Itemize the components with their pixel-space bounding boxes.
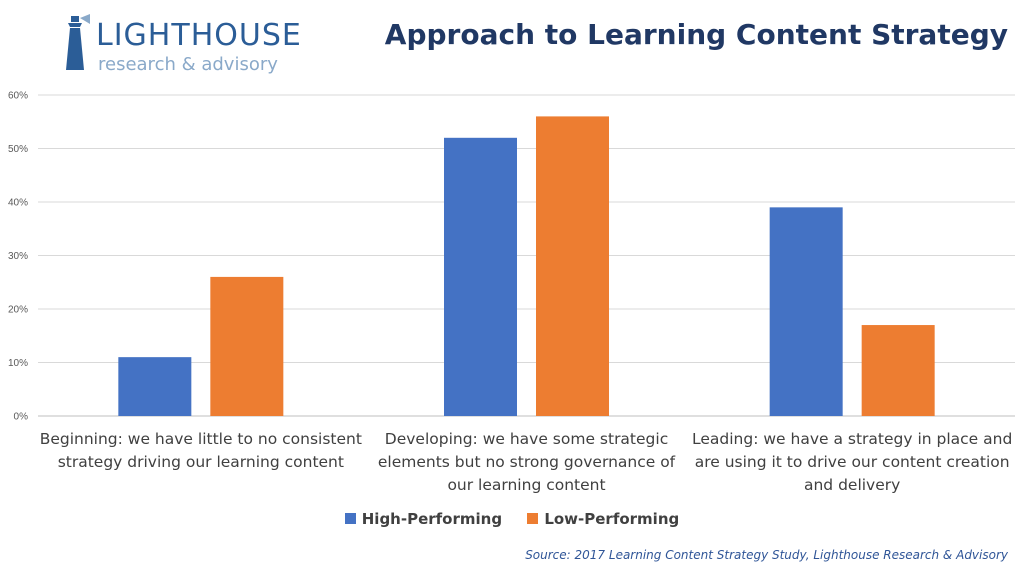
chart-title: Approach to Learning Content Strategy [384, 18, 1008, 51]
logo-name: LIGHTHOUSE [96, 18, 302, 53]
y-tick-label: 30% [8, 251, 28, 262]
legend-item-low-performing: Low-Performing [527, 510, 679, 528]
bar-high-2 [769, 207, 843, 416]
bar-low-0 [210, 276, 284, 416]
bar-low-1 [536, 116, 609, 417]
bar-high-1 [444, 137, 517, 417]
y-tick-label: 40% [8, 198, 28, 209]
y-tick-label: 0% [14, 412, 29, 423]
legend-item-high-performing: High-Performing [344, 510, 503, 528]
category-label-leading: Leading: we have a strategy in place and… [692, 430, 1013, 494]
y-tick-label: 50% [8, 144, 28, 155]
bar-high-0 [118, 357, 192, 416]
chart-legend: High-Performing Low-Performing [0, 510, 1024, 528]
y-tick-label: 10% [8, 358, 28, 369]
y-tick-label: 20% [8, 305, 28, 316]
legend-swatch-high [344, 513, 356, 524]
category-label-beginning: Beginning: we have little to no consiste… [39, 430, 362, 471]
source-note: Source: 2017 Learning Content Strategy S… [525, 548, 1008, 562]
legend-swatch-low [527, 513, 539, 524]
category-label-developing: Developing: we have some strategic elemen… [377, 430, 676, 494]
lighthouse-logo: LIGHTHOUSE research & advisory [62, 14, 301, 75]
legend-label-high: High-Performing [361, 510, 503, 528]
y-tick-label: 60% [8, 91, 28, 102]
legend-label-low: Low-Performing [544, 510, 680, 528]
lighthouse-icon [66, 14, 90, 70]
bar-low-2 [861, 325, 935, 416]
logo-tagline: research & advisory [98, 54, 278, 75]
